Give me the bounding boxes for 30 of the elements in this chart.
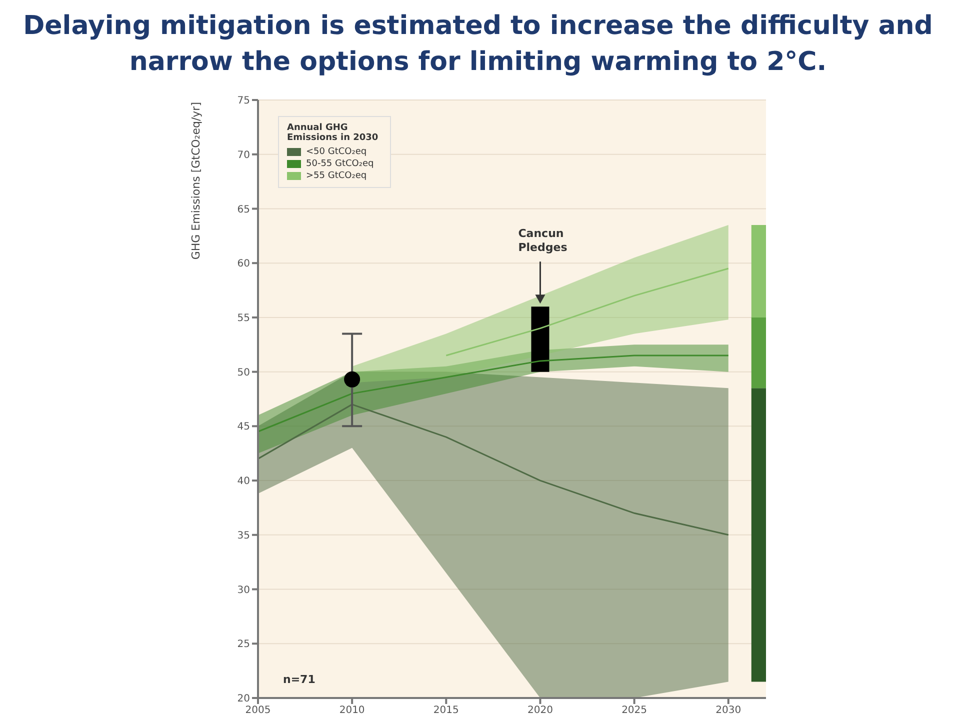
x-tick-label: 2015: [433, 705, 459, 716]
chart-title: Delaying mitigation is estimated to increase the difficulty and narrow the options for limiting warming to 2°C.: [22, 10, 934, 79]
y-axis-title: GHG Emissions [GtCO₂eq/yr]: [190, 102, 202, 260]
y-tick-label: 70: [237, 150, 250, 161]
y-tick-label: 50: [237, 367, 250, 378]
y-tick-label: 30: [237, 584, 250, 596]
y-tick-label: 65: [237, 204, 250, 216]
y-tick-label: 75: [237, 96, 250, 107]
legend-label: >55 GtCO₂eq: [306, 171, 367, 181]
y-tick-label: 55: [237, 313, 250, 324]
line-series: [258, 354, 730, 432]
x-tick-label: 2010: [339, 705, 365, 716]
x-tick-label: 2025: [622, 705, 648, 716]
bar: [531, 306, 550, 372]
y-tick-label: 35: [237, 530, 250, 542]
y-tick-label: 25: [237, 639, 250, 650]
y-tick-label: 20: [237, 694, 250, 705]
legend-label: 50-55 GtCO₂eq: [306, 159, 374, 169]
y-tick-label: 45: [237, 422, 250, 433]
y-tick-label: 60: [237, 258, 250, 270]
legend-title: Annual GHG Emissions in 2030: [287, 123, 380, 143]
x-tick-label: 2005: [245, 705, 271, 716]
legend-label: <50 GtCO₂eq: [306, 147, 367, 157]
x-tick-label: 2020: [527, 705, 553, 716]
annotation: Cancun Pledges: [518, 226, 568, 255]
y-tick-label: 40: [237, 476, 250, 488]
annotation: n=71: [283, 673, 316, 686]
line-series: [445, 268, 730, 356]
x-tick-label: 2030: [716, 705, 742, 716]
line-series: [258, 404, 730, 536]
